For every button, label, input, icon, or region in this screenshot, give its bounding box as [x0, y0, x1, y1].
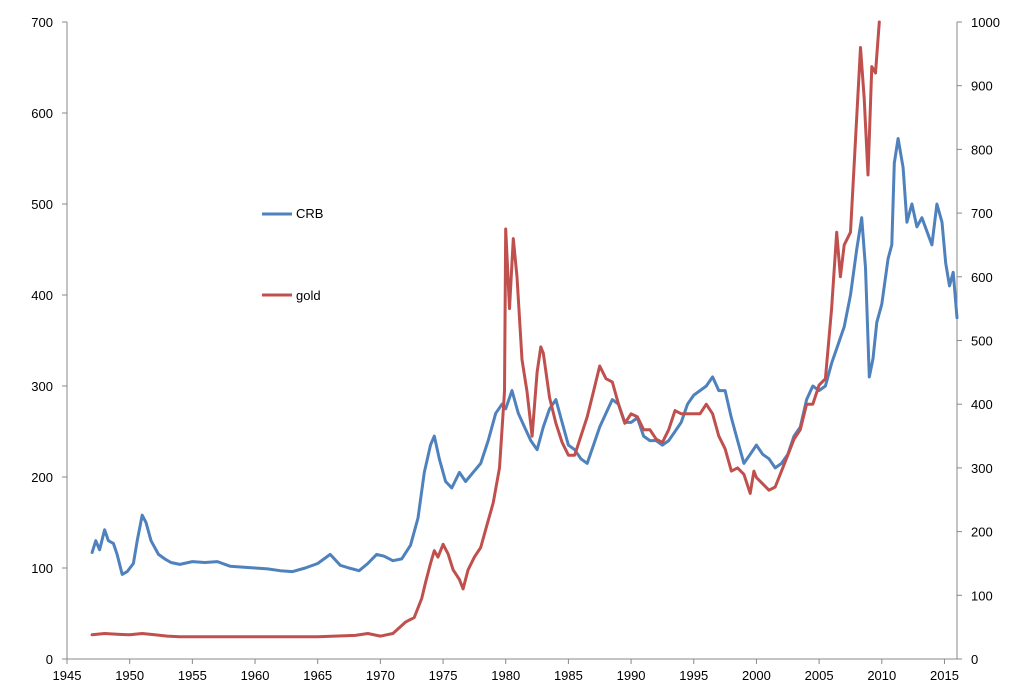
x-tick-label: 1980 [491, 668, 520, 683]
y-right-tick-label: 800 [971, 142, 993, 157]
x-tick-label: 1990 [617, 668, 646, 683]
chart-series [90, 20, 959, 639]
y-right-tick-label: 400 [971, 397, 993, 412]
y-right-tick-label: 600 [971, 270, 993, 285]
x-tick-label: 1970 [366, 668, 395, 683]
x-tick-label: 1950 [115, 668, 144, 683]
y-left-tick-label: 500 [31, 197, 53, 212]
y-right-tick-label: 0 [971, 652, 978, 667]
x-tick-label: 1995 [679, 668, 708, 683]
y-right-tick-label: 900 [971, 79, 993, 94]
x-tick-label: 1945 [53, 668, 82, 683]
y-left-tick-label: 400 [31, 288, 53, 303]
x-tick-label: 1965 [303, 668, 332, 683]
y-left-tick-label: 300 [31, 379, 53, 394]
x-tick-label: 2005 [805, 668, 834, 683]
y-right-tick-label: 300 [971, 461, 993, 476]
chart-axes: 1945 1950 1955 1960 1965 1970 1975 1980 1985 1990… [31, 15, 1000, 683]
x-tick-label: 1985 [554, 668, 583, 683]
y-left-tick-label: 100 [31, 561, 53, 576]
x-tick-label: 1975 [429, 668, 458, 683]
x-tick-label: 2010 [867, 668, 896, 683]
chart-legend: CRB gold [262, 206, 323, 303]
series-line-crb [90, 137, 959, 576]
y-right-tick-label: 200 [971, 525, 993, 540]
y-left-tick-label: 700 [31, 15, 53, 30]
y-right-tick-label: 500 [971, 334, 993, 349]
y-left-tick-label: 0 [46, 652, 53, 667]
x-tick-label: 2015 [930, 668, 959, 683]
x-tick-label: 1960 [241, 668, 270, 683]
y-right-tick-label: 1000 [971, 15, 1000, 30]
series-line-gold [90, 20, 881, 639]
legend-label-crb: CRB [296, 206, 323, 221]
y-right-tick-label: 100 [971, 588, 993, 603]
y-left-tick-label: 200 [31, 470, 53, 485]
y-right-tick-label: 700 [971, 206, 993, 221]
legend-label-gold: gold [296, 288, 321, 303]
y-left-tick-label: 600 [31, 106, 53, 121]
x-tick-label: 2000 [742, 668, 771, 683]
x-tick-label: 1955 [178, 668, 207, 683]
